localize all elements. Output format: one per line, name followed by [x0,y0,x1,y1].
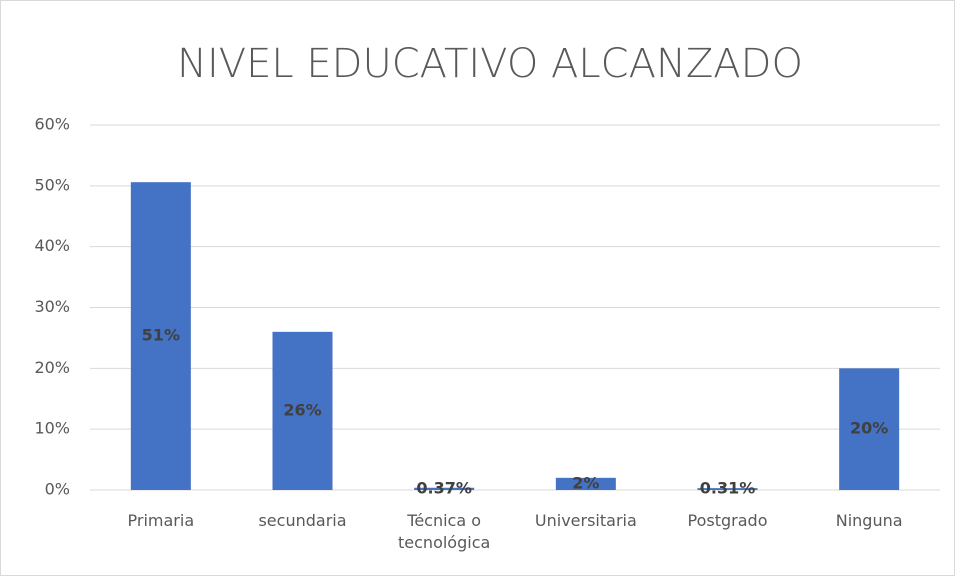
x-tick-label: Universitaria [534,511,637,530]
bar [414,487,475,490]
data-label: 51% [142,326,180,345]
y-tick-label: 60% [34,115,70,134]
bar [272,331,333,490]
y-tick-label: 40% [34,236,70,255]
bar [839,368,900,490]
x-tick-label: Técnica o tecnológica [398,511,491,552]
data-label: 2% [572,473,599,492]
y-tick-label: 30% [34,297,70,316]
y-tick-label: 10% [34,419,70,438]
y-tick-label: 50% [34,175,70,194]
data-label: 0.37% [416,478,472,497]
bar [130,182,191,490]
data-label: 0.31% [700,479,756,498]
y-tick-label: 20% [34,358,70,377]
x-tick-label: Primaria [127,511,195,530]
bar [555,477,616,490]
data-label: 20% [850,419,888,438]
y-tick-label: 0% [45,480,70,499]
x-tick-label: Postgrado [687,511,768,530]
x-tick-label: Ninguna [835,511,903,530]
data-label: 26% [283,400,321,419]
x-tick-label: secundaria [258,511,347,530]
chart-title: NIVEL EDUCATIVO ALCANZADO [177,41,803,87]
bar [697,488,758,490]
